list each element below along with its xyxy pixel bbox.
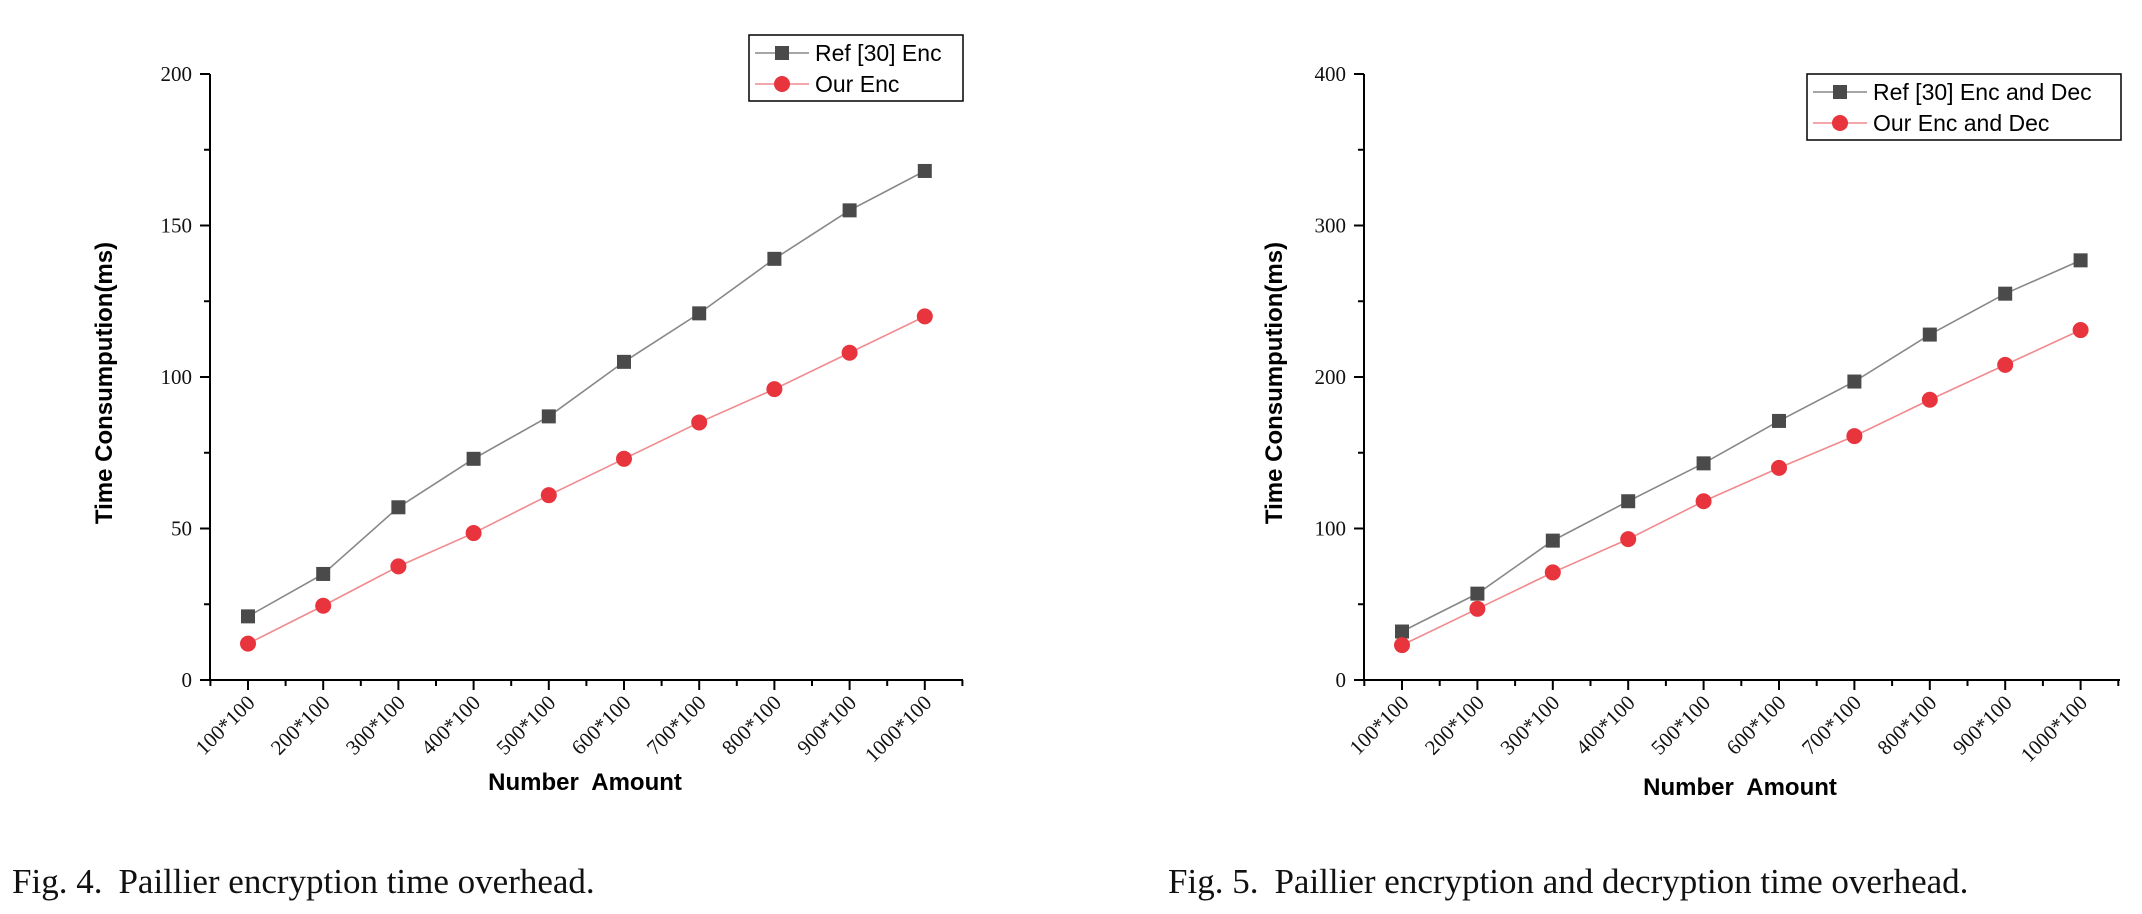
- chart1-series-2-point: [390, 558, 407, 575]
- chart2-legend-label-2: Our Enc and Dec: [1873, 110, 2049, 136]
- figure-5-caption-text: Paillier encryption and decryption time …: [1274, 862, 1969, 901]
- chart1-legend-label-1: Ref [30] Enc: [815, 40, 942, 66]
- chart2-series-1-point: [1621, 494, 1636, 509]
- chart1-series-2-line: [247, 315, 926, 645]
- chart1-legend-marker-2: [774, 76, 790, 92]
- chart2-x-tick-label: 400*100: [1571, 691, 1640, 760]
- chart1-series-2-point: [240, 635, 256, 652]
- chart1-y-tick-label: 100: [161, 365, 193, 389]
- chart1-series-2-point: [766, 381, 783, 398]
- chart1-x-tick-label: 300*100: [341, 691, 410, 760]
- chart1-series-2-point: [315, 597, 332, 614]
- chart1-series-1-point: [466, 451, 481, 466]
- chart1-x-tick-label: 600*100: [567, 691, 636, 760]
- chart1-series-1-point: [917, 163, 932, 178]
- chart1-x-tick-label: 400*100: [416, 691, 485, 760]
- chart2-x-tick-label: 500*100: [1646, 691, 1715, 760]
- chart1-x-tick-label: 100*100: [191, 691, 260, 760]
- chart2-series-1-point: [1696, 456, 1711, 471]
- chart2-series-2-point: [1771, 459, 1787, 476]
- chart1-series-2-point: [691, 414, 708, 431]
- chart1-series-1-point: [391, 500, 406, 515]
- chart2-series-1-point: [1998, 286, 2013, 301]
- chart2-y-tick-label: 400: [1315, 62, 1347, 86]
- chart1-series-2-point: [841, 344, 858, 361]
- chart1-series-1-point: [692, 306, 707, 321]
- chart2-series-2-point: [1695, 493, 1712, 510]
- chart2-legend: [1806, 73, 2122, 141]
- chart1-legend-marker-1: [775, 46, 789, 60]
- chart1-series-2-point: [465, 525, 482, 542]
- chart2-x-tick-label: 200*100: [1420, 691, 1489, 760]
- chart2-series-1-point: [1922, 327, 1937, 342]
- chart1-x-tick-label: 800*100: [717, 691, 786, 760]
- chart2-series-1-point: [2073, 253, 2088, 268]
- figure-4-caption-text: Paillier encryption time overhead.: [118, 862, 595, 901]
- chart2-x-tick-label: 1000*100: [2016, 691, 2092, 767]
- chart2-series-1-point: [1772, 413, 1786, 428]
- chart1-series-2-point: [540, 487, 557, 504]
- chart2-x-tick-label: 800*100: [1872, 691, 1941, 760]
- chart1-x-axis-title: Number Amount: [488, 769, 682, 796]
- figure-4-label: Fig. 4.: [12, 862, 103, 901]
- chart1-series-1-line: [247, 170, 926, 618]
- chart1-series-1-point: [541, 409, 556, 424]
- chart1-series-1-point: [241, 609, 255, 624]
- figure-4-caption: Fig. 4. Paillier encryption time overhead…: [12, 862, 595, 902]
- chart2-series-1-point: [1847, 374, 1862, 389]
- chart2-y-tick-label: 300: [1315, 214, 1347, 238]
- chart1-y-tick-label: 50: [171, 517, 192, 541]
- chart1-y-tick-label: 200: [161, 62, 193, 86]
- chart2-y-tick-label: 200: [1315, 365, 1347, 389]
- chart2-y-tick-label: 0: [1336, 668, 1347, 692]
- chart2-series-1-point: [1545, 533, 1560, 548]
- chart1-x-tick-label: 200*100: [266, 691, 335, 760]
- chart2-y-tick-label: 100: [1315, 517, 1347, 541]
- chart1-legend-label-2: Our Enc: [815, 71, 899, 97]
- chart2-x-axis-title: Number Amount: [1643, 774, 1837, 801]
- chart1-x-tick-label: 500*100: [491, 691, 560, 760]
- chart2-series-2-point: [1544, 564, 1561, 581]
- chart2-series-2-point: [1469, 600, 1486, 617]
- chart2-legend-label-1: Ref [30] Enc and Dec: [1873, 79, 2092, 105]
- chart1-series-2-point: [616, 450, 632, 467]
- chart2-series-1-point: [1470, 586, 1485, 601]
- chart2-legend-marker-2: [1832, 115, 1848, 131]
- chart1-series-1-point: [767, 251, 782, 266]
- chart2-series-2-point: [1846, 428, 1863, 445]
- chart2-series-2-point: [1997, 356, 2014, 373]
- chart2-series-1-point: [1395, 624, 1409, 639]
- chart1-x-tick-label: 700*100: [642, 691, 711, 760]
- chart2-x-tick-label: 700*100: [1797, 691, 1866, 760]
- chart2-x-tick-label: 900*100: [1948, 691, 2017, 760]
- figure-5-label: Fig. 5.: [1168, 862, 1259, 901]
- chart2-x-tick-label: 100*100: [1345, 691, 1414, 760]
- chart1-series-1-point: [617, 354, 631, 369]
- chart2-series-2-point: [1394, 637, 1410, 654]
- chart2-series-1-line: [1401, 259, 2081, 633]
- chart1-series-1-point: [842, 203, 857, 218]
- chart1-series-1-point: [316, 566, 331, 581]
- chart2-legend-marker-1: [1833, 85, 1847, 99]
- chart1-series-2-point: [916, 308, 933, 325]
- chart1-x-tick-label: 900*100: [792, 691, 861, 760]
- chart1-x-tick-label: 1000*100: [860, 691, 936, 767]
- chart2-series-2-point: [1620, 531, 1637, 548]
- chart2-x-tick-label: 300*100: [1495, 691, 1564, 760]
- chart2-series-2-line: [1401, 329, 2081, 646]
- chart1-y-axis-title: Time Consumpution(ms): [91, 242, 118, 524]
- chart2-series-2-point: [2072, 322, 2089, 339]
- chart2-y-axis-title: Time Consumpution(ms): [1261, 242, 1288, 524]
- chart1-y-tick-label: 150: [161, 214, 193, 238]
- chart2-series-2-point: [1921, 391, 1938, 408]
- chart2-x-tick-label: 600*100: [1722, 691, 1791, 760]
- chart1-y-tick-label: 0: [182, 668, 193, 692]
- figure-5-caption: Fig. 5. Paillier encryption and decryptio…: [1168, 862, 1968, 902]
